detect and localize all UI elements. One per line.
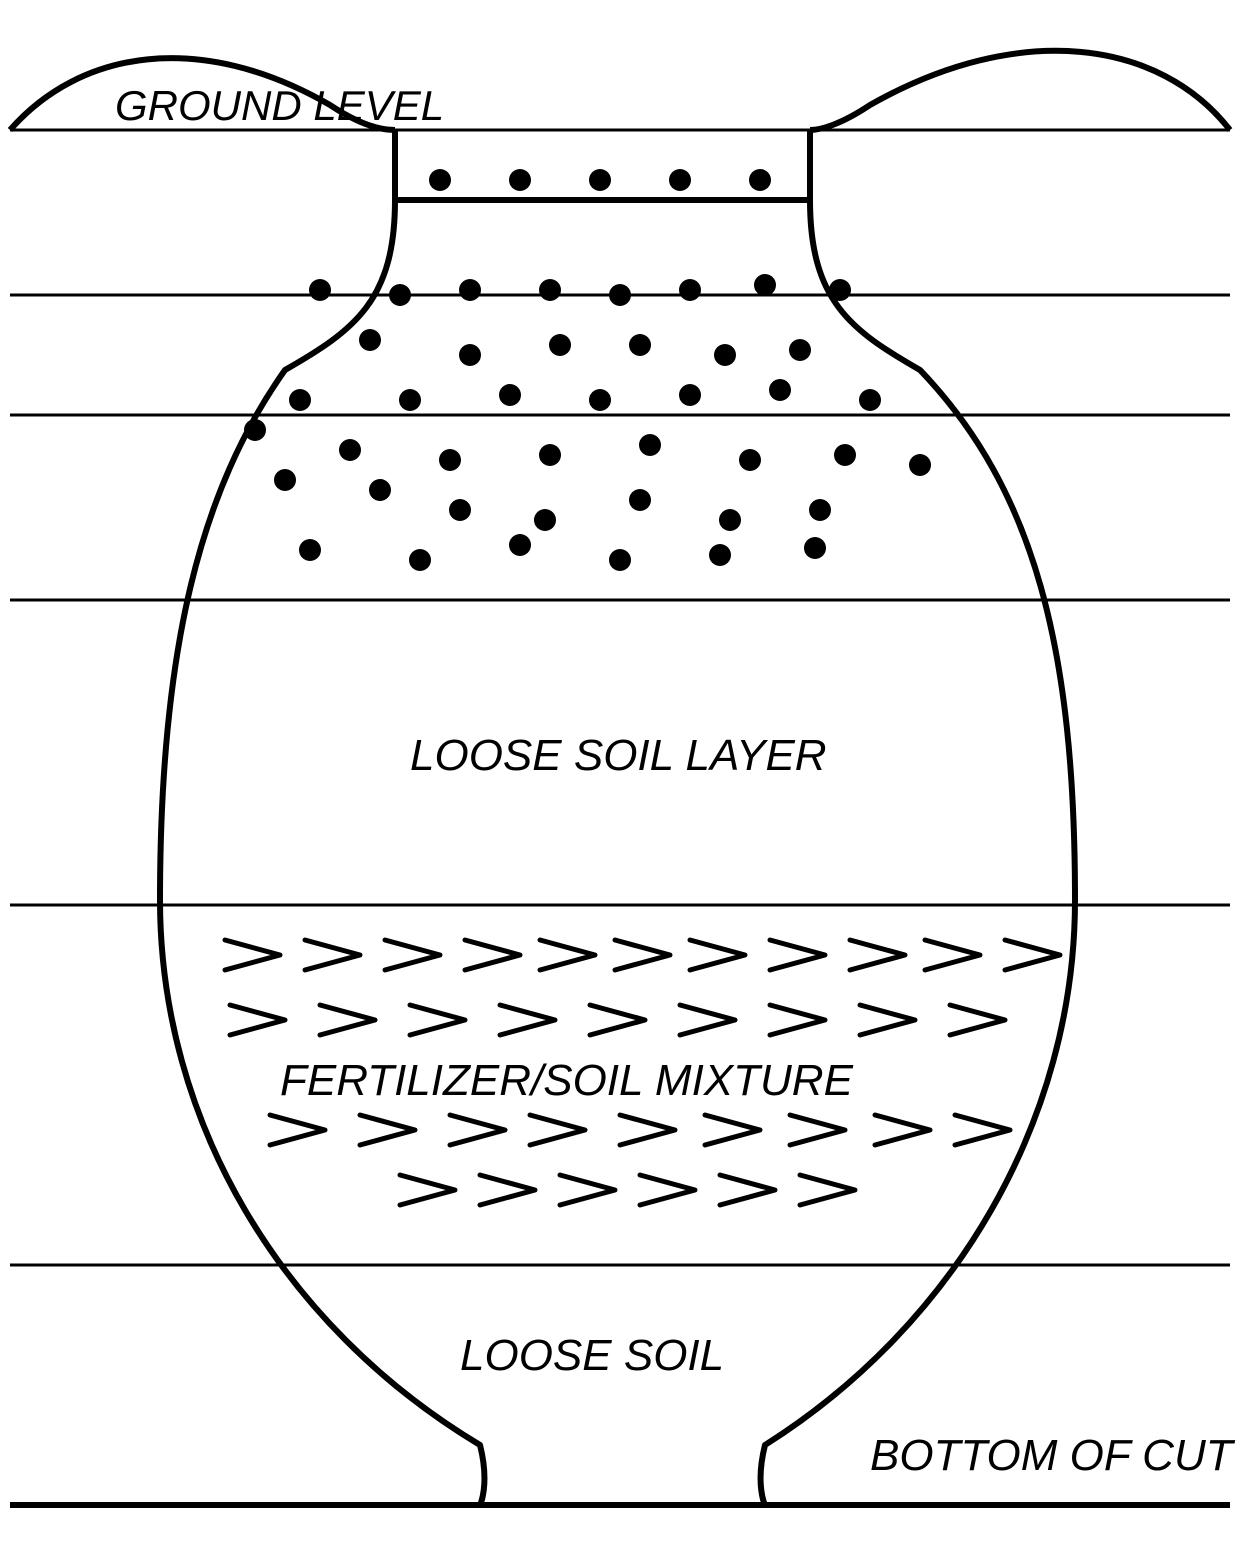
seed-dot [589,169,611,191]
label-bottom-of-cut: BOTTOM OF CUT [870,1431,1236,1480]
soil-dot [809,499,831,521]
chevron-icon [620,1115,675,1145]
seed-dot [429,169,451,191]
soil-dot [244,419,266,441]
soil-dot [754,274,776,296]
chevron-icon [410,1005,465,1035]
chevron-icon [680,1005,735,1035]
chevron-icon [770,940,825,970]
chevron-icon [640,1175,695,1205]
label-fertilizer: FERTILIZER/SOIL MIXTURE [280,1056,854,1105]
label-loose-soil: LOOSE SOIL [460,1331,724,1380]
soil-dot [339,439,361,461]
soil-dot [639,434,661,456]
soil-dot [299,539,321,561]
soil-dot [389,284,411,306]
soil-dot [399,389,421,411]
soil-dot [439,449,461,471]
chevron-icon [270,1115,325,1145]
chevron-icon [320,1005,375,1035]
seed-dot [749,169,771,191]
soil-dot [549,334,571,356]
soil-dot [679,279,701,301]
chevron-icon [480,1175,535,1205]
chevron-icon [450,1115,505,1145]
chevron-icon [875,1115,930,1145]
soil-dot [459,344,481,366]
soil-dot [679,384,701,406]
soil-dot [589,389,611,411]
soil-dot [909,454,931,476]
soil-dot [539,279,561,301]
chevron-icon [305,940,360,970]
soil-dot [629,489,651,511]
soil-dot [859,389,881,411]
chevron-icon [790,1115,845,1145]
chevron-icon [705,1115,760,1145]
chevron-icon [465,940,520,970]
hole-outline-right [761,130,1075,1505]
chevron-icon [500,1005,555,1035]
soil-dot [804,537,826,559]
soil-dot [714,344,736,366]
soil-dot [719,509,741,531]
soil-dot [539,444,561,466]
soil-dot [709,544,731,566]
chevron-icon [530,1115,585,1145]
soil-dot [289,389,311,411]
chevron-icon [590,1005,645,1035]
soil-dot [274,469,296,491]
chevron-icon [230,1005,285,1035]
chevron-icon [770,1005,825,1035]
soil-dot [449,499,471,521]
soil-dot [789,339,811,361]
ground-mound-right [810,51,1230,130]
soil-dot [509,534,531,556]
soil-dot [739,449,761,471]
soil-dot [359,329,381,351]
chevron-icon [615,940,670,970]
chevron-icon [540,940,595,970]
chevron-icon [690,940,745,970]
soil-dot [309,279,331,301]
chevron-icon [1005,940,1060,970]
chevron-icon [850,940,905,970]
label-loose-soil-layer: LOOSE SOIL LAYER [410,731,827,780]
chevron-icon [800,1175,855,1205]
chevron-icon [400,1175,455,1205]
seed-dot [509,169,531,191]
chevron-icon [385,940,440,970]
chevron-icon [720,1175,775,1205]
label-ground-level: GROUND LEVEL [115,82,444,129]
soil-dot [369,479,391,501]
seed-dot [669,169,691,191]
chevron-icon [925,940,980,970]
soil-dot [834,444,856,466]
hole-outline-left [160,130,484,1505]
soil-dot [409,549,431,571]
chevron-icon [860,1005,915,1035]
chevron-icon [560,1175,615,1205]
soil-dot [499,384,521,406]
soil-dot [829,279,851,301]
chevron-icon [950,1005,1005,1035]
chevron-icon [955,1115,1010,1145]
soil-dot [534,509,556,531]
chevron-icon [360,1115,415,1145]
soil-dot [629,334,651,356]
soil-dot [609,549,631,571]
chevron-icon [225,940,280,970]
soil-dot [769,379,791,401]
soil-dot [459,279,481,301]
soil-dot [609,284,631,306]
